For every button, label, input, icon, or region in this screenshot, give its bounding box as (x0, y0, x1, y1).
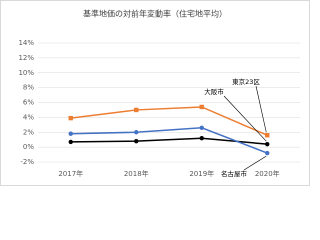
x-tick-label: 2019年 (189, 169, 214, 178)
chart-title: 基準地価の対前年変動率（住宅地平均） (83, 9, 227, 19)
series-callout: 名古屋市 (221, 169, 248, 178)
point (199, 125, 204, 130)
point (265, 150, 270, 156)
callout-line (255, 85, 267, 133)
series-callout: 大阪市 (204, 87, 224, 96)
x-tick-label: 2017年 (58, 169, 83, 178)
point (134, 107, 139, 113)
point (68, 115, 73, 121)
point (68, 139, 73, 145)
y-tick-label: 10% (18, 69, 34, 77)
series-callout: 東京23区 (232, 77, 260, 86)
point (265, 133, 270, 138)
y-tick-label: 0% (23, 143, 34, 151)
chart-frame (0, 0, 310, 186)
y-tick-label: 8% (23, 84, 34, 92)
y-tick-label: 4% (23, 113, 34, 121)
point (134, 130, 139, 135)
chart: 基準地価の対前年変動率（住宅地平均） -2% 0% 2% 4% 6% 8% 10% 12% 14… (0, 0, 310, 186)
point (199, 136, 204, 141)
callout-line (243, 155, 267, 171)
point (199, 104, 204, 110)
series-line (70, 106, 268, 136)
point (134, 138, 139, 144)
y-tick-label: -2% (20, 158, 34, 166)
y-tick-label: 2% (23, 128, 34, 136)
y-tick-label: 6% (23, 99, 34, 107)
point (265, 141, 270, 147)
y-tick-label: 14% (18, 39, 34, 47)
series-line (70, 127, 268, 154)
x-tick-label: 2020年 (255, 169, 280, 178)
callout-line (223, 95, 267, 142)
y-tick-label: 12% (18, 54, 34, 62)
point (68, 131, 73, 136)
x-tick-label: 2018年 (124, 169, 149, 178)
